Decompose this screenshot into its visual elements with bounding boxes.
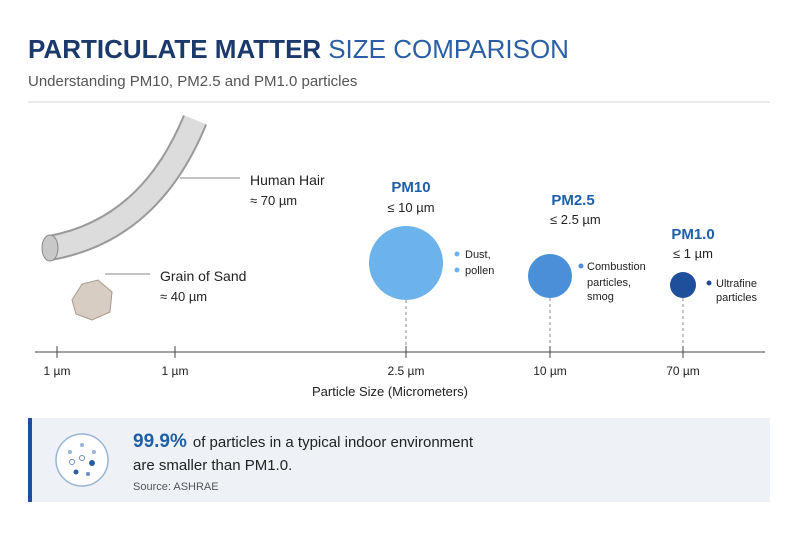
reference-size: ≈ 70 µm bbox=[250, 193, 297, 208]
bullet bbox=[454, 267, 460, 273]
example-line: particles bbox=[716, 292, 757, 304]
title: PARTICULATE MATTER SIZE COMPARISON bbox=[28, 34, 569, 64]
bullet bbox=[454, 251, 460, 257]
callout-text: 99.9% of particles in a typical indoor en… bbox=[133, 431, 474, 452]
reference-label: Grain of Sand bbox=[160, 268, 246, 284]
particle-circle bbox=[369, 226, 443, 300]
particle-name: PM2.5 bbox=[551, 192, 594, 209]
callout-box bbox=[28, 418, 770, 502]
tick-label: 1 µm bbox=[44, 364, 71, 378]
callout-highlight: 99.9% bbox=[133, 431, 187, 452]
particle-size: ≤ 10 µm bbox=[387, 200, 434, 215]
example-line: Combustion bbox=[587, 261, 646, 273]
callout-source: Source: ASHRAE bbox=[133, 481, 219, 493]
tick-label: 10 µm bbox=[533, 364, 567, 378]
subtitle: Understanding PM10, PM2.5 and PM1.0 part… bbox=[28, 73, 357, 90]
particle-size: ≤ 1 µm bbox=[673, 246, 713, 261]
tick-label: 70 µm bbox=[666, 364, 700, 378]
hair-end bbox=[41, 234, 59, 262]
axis-label: Particle Size (Micrometers) bbox=[312, 384, 468, 399]
reference-size: ≈ 40 µm bbox=[160, 289, 207, 304]
callout-line: of particles in a typical indoor environ… bbox=[193, 434, 474, 451]
particle-examples: Dust, pollen bbox=[465, 249, 494, 277]
sand-grain bbox=[71, 279, 113, 321]
particle-name: PM10 bbox=[391, 179, 430, 196]
axis-ticks bbox=[56, 346, 684, 358]
example-line: smog bbox=[587, 291, 614, 303]
title-bold: PARTICULATE MATTER bbox=[28, 34, 321, 64]
icon-dots bbox=[68, 443, 96, 476]
particle-circle bbox=[670, 272, 696, 298]
title-light: SIZE COMPARISON bbox=[328, 34, 569, 64]
reference-label: Human Hair bbox=[250, 172, 325, 188]
tick-label: 2.5 µm bbox=[388, 364, 425, 378]
example-line: pollen bbox=[465, 265, 494, 277]
callout-line: are smaller than PM1.0. bbox=[133, 457, 292, 474]
bullet bbox=[578, 263, 584, 269]
example-line: Dust, bbox=[465, 249, 491, 261]
particle-examples: Combustion particles, smog bbox=[587, 261, 646, 303]
tick-label: 1 µm bbox=[162, 364, 189, 378]
particle-circle bbox=[528, 254, 572, 298]
bullet bbox=[706, 280, 712, 286]
callout-bar bbox=[28, 418, 32, 502]
particle-name: PM1.0 bbox=[671, 226, 714, 243]
example-line: particles, bbox=[587, 277, 631, 289]
particle-size: ≤ 2.5 µm bbox=[550, 212, 601, 227]
example-line: Ultrafine bbox=[716, 278, 757, 290]
hair bbox=[47, 115, 206, 259]
particle-examples: Ultrafine particles bbox=[716, 278, 757, 304]
